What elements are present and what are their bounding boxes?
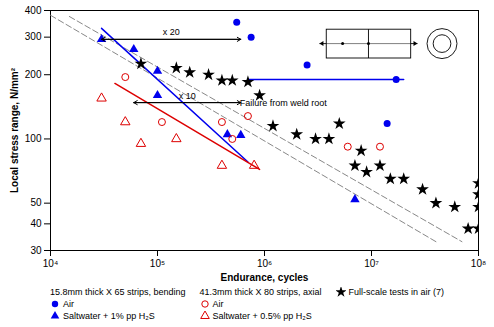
svg-text:100: 100 [25, 133, 42, 144]
svg-text:30: 30 [30, 245, 42, 256]
html-text:Air: Air [212, 299, 224, 309]
svg-text:10⁶: 10⁶ [257, 258, 272, 269]
svg-text:400: 400 [25, 5, 42, 16]
svg-text:300: 300 [25, 31, 42, 42]
html-text:Saltwater + 0.5% pp H₂S: Saltwater + 0.5% pp H₂S [212, 311, 312, 321]
svg-text:10⁷: 10⁷ [364, 258, 379, 269]
svg-text:Failure from weld root: Failure from weld root [240, 98, 328, 108]
html-text:41.3mm thick X 80 strips, axia: 41.3mm thick X 80 strips, axial [199, 287, 322, 297]
svg-text:10⁸: 10⁸ [471, 258, 486, 269]
html-text:Saltwater + 1% pp H₂S: Saltwater + 1% pp H₂S [62, 311, 155, 321]
svg-text:10⁵: 10⁵ [150, 258, 165, 269]
svg-text:200: 200 [25, 69, 42, 80]
svg-text:Local stress range, N/mm²: Local stress range, N/mm² [9, 67, 20, 193]
html-text:15.8mm thick X 65 strips, bend: 15.8mm thick X 65 strips, bending [49, 287, 186, 297]
svg-text:x 20: x 20 [163, 27, 180, 37]
html-text:Air: Air [62, 299, 74, 309]
svg-text:Endurance, cycles: Endurance, cycles [221, 272, 309, 283]
svg-text:40: 40 [30, 218, 42, 229]
svg-text:10⁴: 10⁴ [43, 258, 58, 269]
html-text:Full-scale tests in air (7): Full-scale tests in air (7) [348, 287, 445, 297]
svg-text:x 10: x 10 [179, 91, 196, 101]
svg-text:50: 50 [30, 197, 42, 208]
